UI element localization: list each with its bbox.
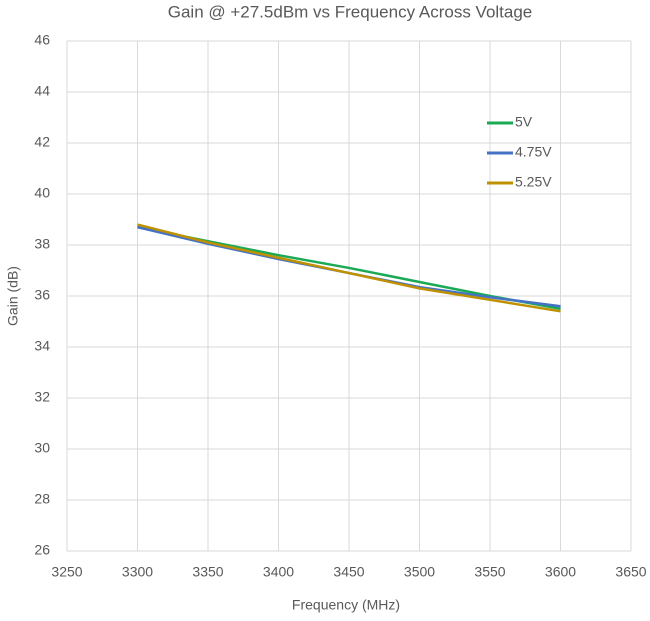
legend-label: 5V (515, 114, 533, 130)
y-tick-label: 40 (34, 185, 50, 201)
series-line (137, 223, 561, 313)
x-tick-label: 3500 (404, 564, 435, 580)
chart-title: Gain @ +27.5dBm vs Frequency Across Volt… (168, 2, 533, 21)
legend-label: 4.75V (515, 144, 552, 160)
y-tick-label: 38 (34, 236, 50, 252)
y-tick-label: 44 (34, 83, 50, 99)
x-tick-label: 3400 (263, 564, 294, 580)
x-tick-label: 3350 (192, 564, 223, 580)
legend-label: 5.25V (515, 174, 552, 190)
y-tick-label: 26 (34, 542, 50, 558)
y-tick-label: 30 (34, 440, 50, 456)
y-tick-label: 42 (34, 134, 50, 150)
x-tick-label: 3250 (51, 564, 82, 580)
x-tick-label: 3300 (122, 564, 153, 580)
x-tick-label: 3450 (333, 564, 364, 580)
y-tick-label: 28 (34, 491, 50, 507)
y-tick-label: 46 (34, 32, 50, 48)
y-tick-label: 36 (34, 287, 50, 303)
x-axis-label: Frequency (MHz) (292, 597, 400, 613)
x-tick-label: 3600 (545, 564, 576, 580)
x-tick-label: 3650 (615, 564, 646, 580)
x-tick-label: 3550 (474, 564, 505, 580)
y-axis-label: Gain (dB) (5, 266, 21, 326)
y-tick-label: 34 (34, 338, 50, 354)
y-tick-label: 32 (34, 389, 50, 405)
